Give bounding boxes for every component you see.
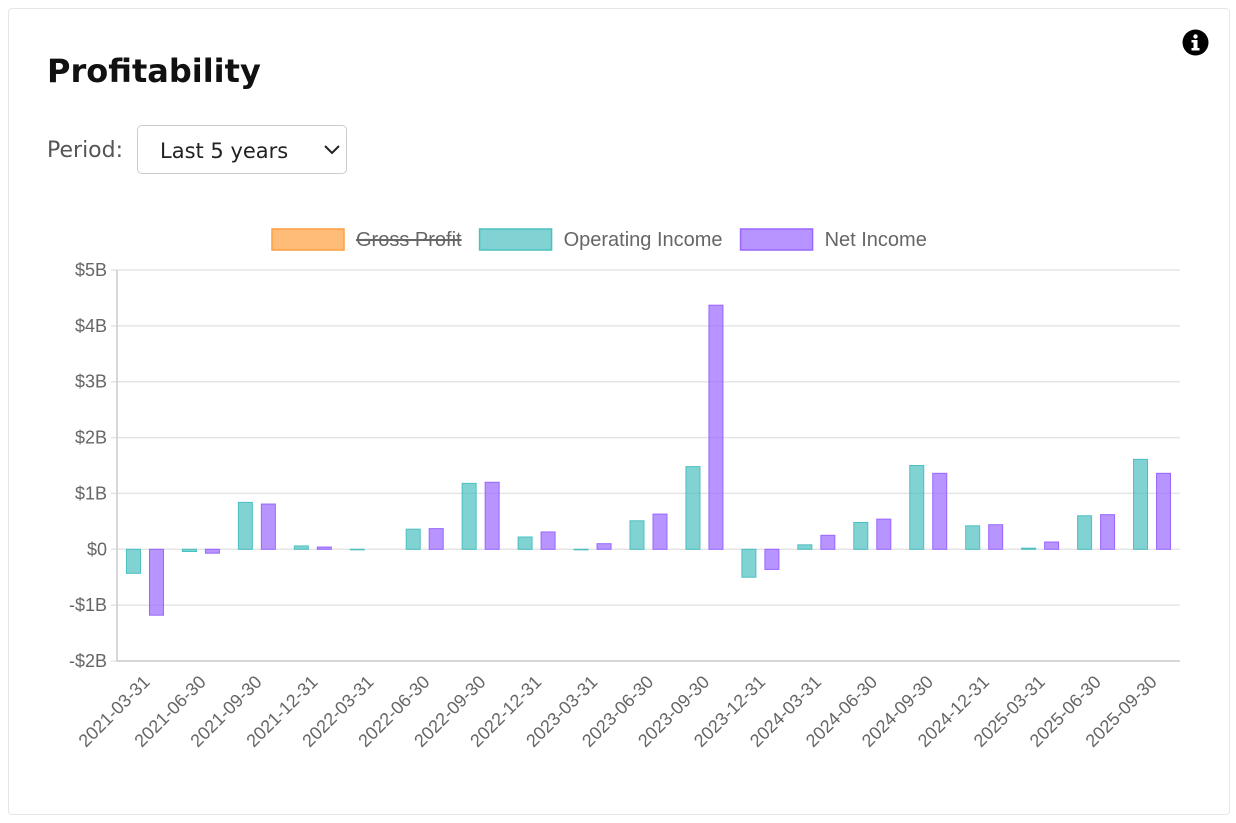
y-tick-label: $2B (75, 428, 107, 448)
bar (484, 481, 500, 550)
bar (405, 528, 421, 550)
bar (596, 543, 612, 550)
chevron (324, 145, 340, 155)
legend-swatch (271, 228, 345, 251)
bar (428, 528, 444, 550)
bar (685, 466, 701, 550)
bar (1021, 547, 1037, 550)
bar (293, 545, 309, 550)
bar (708, 304, 724, 550)
bar (876, 518, 892, 550)
period-value: Last 5 years (160, 139, 289, 163)
bar (1044, 541, 1060, 550)
bar (148, 548, 164, 616)
legend-label: Operating Income (564, 229, 723, 251)
bar (461, 482, 477, 550)
legend-swatch (478, 228, 553, 251)
bar (965, 525, 981, 550)
bar (237, 501, 253, 550)
y-tick-label: $4B (75, 316, 107, 336)
bar (909, 465, 925, 550)
y-tick-label: $3B (75, 372, 107, 392)
bar (764, 548, 780, 570)
bar (853, 521, 869, 550)
period-label: Period: (47, 138, 124, 163)
bar (1077, 515, 1093, 550)
bar (260, 503, 276, 550)
bar (988, 524, 1004, 550)
period-select[interactable]: Last 5 years (137, 125, 347, 174)
bar (517, 536, 533, 550)
legend-swatch (739, 228, 814, 251)
y-tick-label: $1B (75, 483, 107, 503)
info-icon[interactable] (1182, 29, 1209, 56)
y-tick-label: $0 (87, 539, 107, 559)
legend-label: Net Income (825, 229, 927, 251)
bar (573, 548, 589, 551)
bar (629, 520, 645, 550)
bar (932, 472, 948, 550)
bar (540, 531, 556, 550)
bar (349, 548, 365, 551)
bar (181, 548, 197, 553)
y-tick-label: $5B (75, 260, 107, 280)
bar (820, 534, 836, 550)
y-tick-label: -$2B (69, 651, 107, 671)
bar (652, 513, 668, 550)
bar (125, 548, 141, 574)
bar (797, 544, 813, 550)
bar (1133, 458, 1149, 550)
bar (204, 548, 220, 554)
bar (741, 548, 757, 578)
title: Profitability (47, 52, 261, 90)
y-tick-label: -$1B (69, 595, 107, 615)
card (8, 8, 1230, 815)
bar (316, 546, 332, 550)
bar (1156, 472, 1172, 550)
bar (1100, 514, 1116, 550)
